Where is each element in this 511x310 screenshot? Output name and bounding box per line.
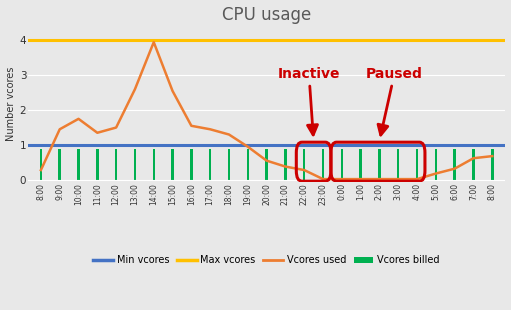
Y-axis label: Number vcores: Number vcores <box>6 67 15 141</box>
Bar <box>359 149 362 180</box>
Bar <box>416 149 419 180</box>
Bar <box>322 149 324 180</box>
Bar <box>96 149 99 180</box>
Bar <box>247 149 249 180</box>
Bar <box>472 149 475 180</box>
Legend: Min vcores, Max vcores, Vcores used, Vcores billed: Min vcores, Max vcores, Vcores used, Vco… <box>89 251 444 269</box>
Bar <box>77 149 80 180</box>
Bar <box>171 149 174 180</box>
Bar <box>190 149 193 180</box>
Bar <box>40 149 42 180</box>
Bar <box>397 149 400 180</box>
Bar <box>491 149 494 180</box>
Bar <box>265 149 268 180</box>
Bar <box>115 149 118 180</box>
Bar <box>152 149 155 180</box>
Bar <box>58 149 61 180</box>
Bar <box>435 149 437 180</box>
Text: Inactive: Inactive <box>277 67 340 135</box>
Bar <box>284 149 287 180</box>
Bar <box>228 149 230 180</box>
Bar <box>209 149 212 180</box>
Bar <box>453 149 456 180</box>
Bar <box>378 149 381 180</box>
Text: Paused: Paused <box>366 67 423 135</box>
Title: CPU usage: CPU usage <box>222 6 311 24</box>
Bar <box>303 149 306 180</box>
Bar <box>341 149 343 180</box>
Bar <box>134 149 136 180</box>
